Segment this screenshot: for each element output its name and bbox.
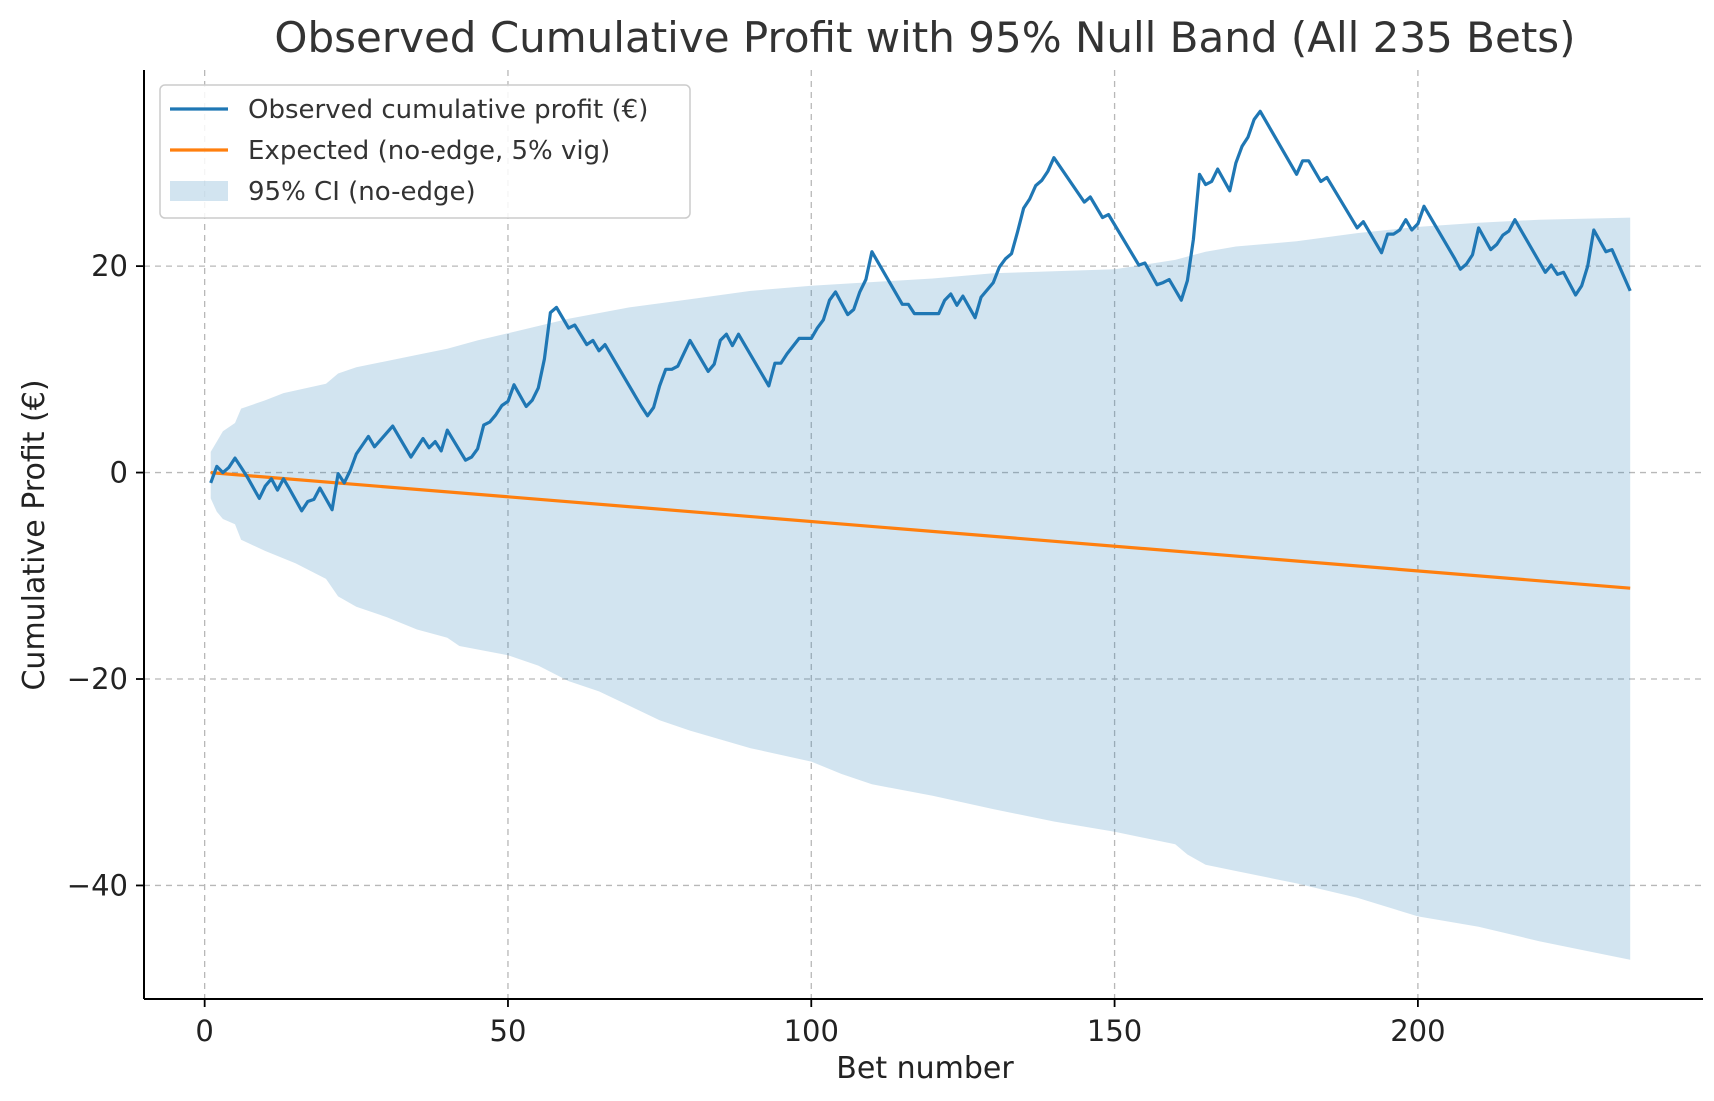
x-tick-label: 200 [1390,1014,1445,1048]
axes [143,70,1703,1000]
y-tick-label: 0 [110,456,128,490]
x-axis-label: Bet number [836,1051,1014,1086]
ci-band-area [210,217,1631,960]
legend-frame [159,84,691,219]
legend: Observed cumulative profit (€) Expected … [159,84,691,219]
y-tick-label: 20 [91,249,128,283]
x-tick-label: 150 [1087,1014,1142,1048]
legend-label-band: 95% CI (no-edge) [248,177,476,207]
x-tick-label: 50 [490,1014,527,1048]
legend-label-expected: Expected (no-edge, 5% vig) [248,136,610,166]
observed-line [209,109,1632,513]
y-axis-label: Cumulative Profit (€) [17,379,52,690]
expected-line [210,471,1631,590]
x-tick-label: 100 [784,1014,839,1048]
x-ticks: 0 50 100 150 200 [195,999,1446,1048]
y-tick-label: −40 [67,868,128,902]
chart-title: Observed Cumulative Profit with 95% Null… [274,13,1575,62]
y-tick-label: −20 [67,662,128,696]
y-ticks: −40 −20 0 20 [67,249,144,902]
x-tick-label: 0 [195,1014,213,1048]
legend-label-observed: Observed cumulative profit (€) [248,95,648,125]
legend-swatch-band [170,181,228,201]
